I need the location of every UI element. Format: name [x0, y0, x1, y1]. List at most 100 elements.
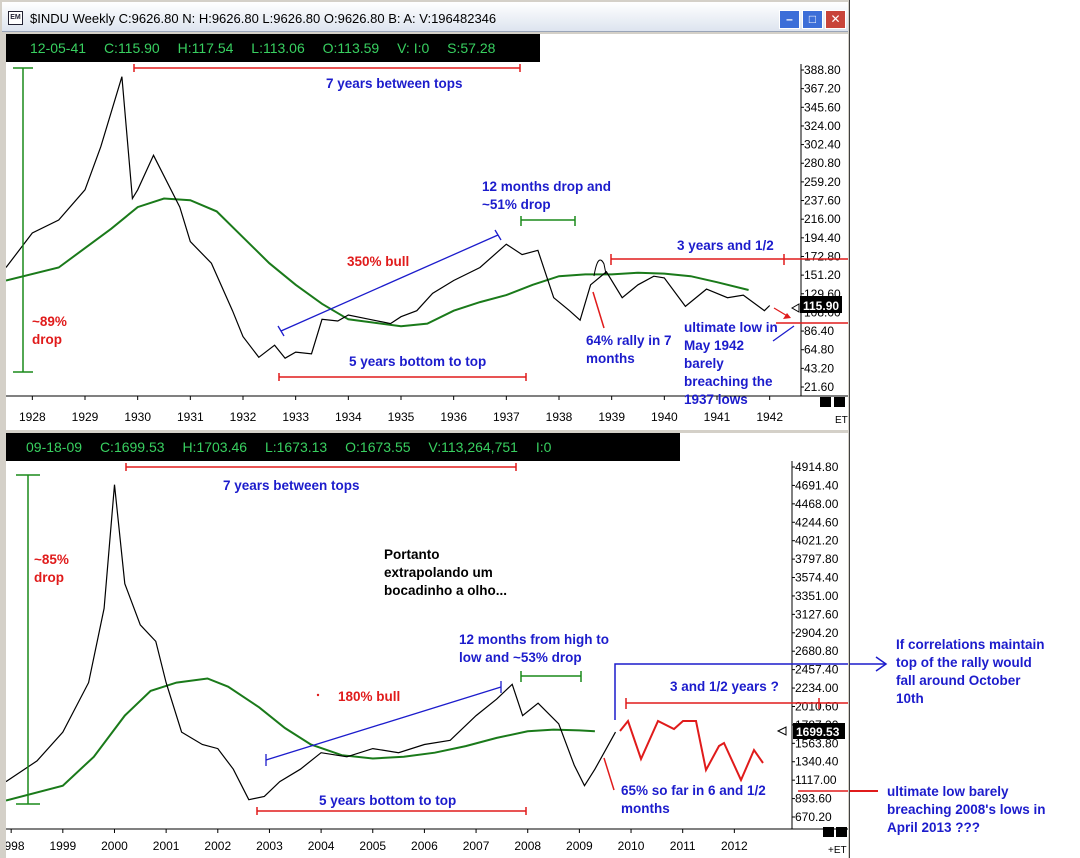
bottom-info-bar: 09-18-09 C:1699.53 H:1703.46 L:1673.13 O… [6, 433, 680, 461]
low-connector [850, 790, 878, 792]
x-tick-label: 2001 [153, 839, 180, 853]
price-series-line [6, 484, 617, 801]
y-tick-label: 388.80 [804, 63, 841, 77]
annotation-bull: 350% bull [347, 254, 409, 269]
y-tick-label: 1563.80 [795, 736, 839, 750]
info-open: O:113.59 [322, 40, 380, 56]
scroll-icon[interactable] [834, 397, 845, 407]
scroll-icon[interactable] [836, 827, 847, 837]
x-tick-label: 1941 [704, 410, 731, 424]
bull-trend-line [280, 234, 499, 332]
arrow-right-icon [875, 656, 888, 672]
annotation-bull: 180% bull [338, 689, 400, 704]
info-low: L:1673.13 [264, 439, 328, 455]
x-tick-label: 1999 [49, 839, 76, 853]
annotation-bottom-top: 5 years bottom to top [349, 354, 486, 369]
annotation-drop-1: ~85% [34, 552, 69, 567]
price-series-line [6, 76, 771, 359]
info-volume: V:113,264,751 [428, 439, 518, 455]
x-tick-label: 2009 [566, 839, 593, 853]
y-tick-label: 21.60 [804, 380, 834, 394]
y-tick-label: 4468.00 [795, 497, 839, 511]
correlation-note-line: fall around October [896, 673, 1021, 688]
maximize-icon[interactable]: □ [802, 10, 823, 29]
app-icon: EM [8, 11, 23, 25]
y-tick-label: 1340.40 [795, 755, 839, 769]
window-title: $INDU Weekly C:9626.80 N: H:9626.80 L:96… [30, 11, 497, 26]
last-price-marker [776, 726, 787, 736]
top-chart-panel[interactable]: 12-05-41 C:115.90 H:117.54 L:113.06 O:11… [6, 34, 848, 430]
y-tick-label: 893.60 [795, 792, 832, 806]
x-tick-label: 2003 [256, 839, 283, 853]
y-tick-label: 237.60 [804, 194, 841, 208]
top-info-bar: 12-05-41 C:115.90 H:117.54 L:113.06 O:11… [6, 34, 540, 62]
y-tick-label: 345.60 [804, 100, 841, 114]
info-high: H:117.54 [177, 40, 234, 56]
side-arrow-svg [850, 656, 888, 672]
title-bar[interactable]: EM $INDU Weekly C:9626.80 N: H:9626.80 L… [2, 2, 848, 32]
annotation-tops: 7 years between tops [223, 478, 360, 493]
annotation-12m-1: 12 months drop and [482, 179, 611, 194]
x-tick-label: 1936 [440, 410, 467, 424]
x-tick-label: 2008 [514, 839, 541, 853]
y-tick-label: 2457.40 [795, 663, 839, 677]
annotation-rally-2: months [586, 351, 635, 366]
info-volume: V: I:0 [397, 40, 430, 56]
info-i: I:0 [535, 439, 552, 455]
x-tick-label: 1930 [124, 410, 151, 424]
info-low: L:113.06 [251, 40, 305, 56]
annotation-12m-2: ~51% drop [482, 197, 551, 212]
close-icon[interactable]: ✕ [825, 10, 846, 29]
y-tick-label: 216.00 [804, 212, 841, 226]
last-price-label: 115.90 [803, 299, 839, 313]
last-price-label: 1699.53 [796, 725, 840, 739]
ultimate-low-note: ultimate low barely breaching 2008's low… [887, 783, 1046, 837]
y-tick-label: 4021.20 [795, 534, 839, 548]
ultimate-low-note-line: breaching 2008's lows in [887, 802, 1046, 817]
annotation-three-half: 3 and 1/2 years ? [670, 679, 779, 694]
y-tick-label: 43.20 [804, 361, 834, 375]
y-tick-label: 2680.80 [795, 644, 839, 658]
x-tick-label: 2004 [308, 839, 335, 853]
last-price-marker [790, 303, 800, 313]
annotation-sofar-1: 65% so far in 6 and 1/2 [621, 783, 766, 798]
annotation-rally-1: 64% rally in 7 [586, 333, 672, 348]
y-tick-label: 670.20 [795, 810, 832, 824]
y-tick-label: 3574.40 [795, 571, 839, 585]
moving-average-line [6, 677, 595, 802]
y-tick-label: 2904.20 [795, 626, 839, 640]
info-date: 09-18-09 [26, 439, 83, 455]
x-tick-label: 2012 [721, 839, 748, 853]
correlation-note-line: If correlations maintain [896, 637, 1045, 652]
x-tick-label: 2011 [670, 839, 696, 853]
scroll-icon[interactable] [823, 827, 834, 837]
scroll-icon[interactable] [820, 397, 831, 407]
minimize-icon[interactable]: – [779, 10, 800, 29]
correlation-note-line: 10th [896, 691, 924, 706]
y-tick-label: 3127.60 [795, 607, 839, 621]
et-label: +ET [828, 845, 847, 856]
annotation-portanto-2: extrapolando um [384, 565, 493, 580]
annotation-drop-2: drop [32, 332, 62, 347]
bottom-chart-panel[interactable]: 09-18-09 C:1699.53 H:1703.46 L:1673.13 O… [6, 433, 848, 858]
y-tick-label: 4244.60 [795, 515, 839, 529]
x-tick-label: 1935 [388, 410, 415, 424]
y-tick-label: 2010.60 [795, 699, 839, 713]
annotation-bottom-top: 5 years bottom to top [319, 793, 456, 808]
x-tick-label: 1931 [177, 410, 204, 424]
y-tick-label: 324.00 [804, 119, 841, 133]
x-tick-label: 2006 [411, 839, 438, 853]
annotation-portanto-3: bocadinho a olho... [384, 583, 507, 598]
info-close: C:115.90 [103, 40, 160, 56]
x-tick-label: 1937 [493, 410, 520, 424]
x-tick-label: 2010 [618, 839, 645, 853]
info-open: O:1673.55 [345, 439, 411, 455]
y-tick-label: 151.20 [804, 268, 841, 282]
x-tick-label: 2005 [359, 839, 386, 853]
top-chart-svg: 388.80 367.20 345.60 324.00 302.40 280.80 259.… [6, 63, 848, 426]
info-s: S:57.28 [447, 40, 496, 56]
x-tick-label: 2000 [101, 839, 128, 853]
x-tick-label: 1939 [598, 410, 625, 424]
annotation-tops: 7 years between tops [326, 76, 463, 91]
info-close: C:1699.53 [99, 439, 165, 455]
